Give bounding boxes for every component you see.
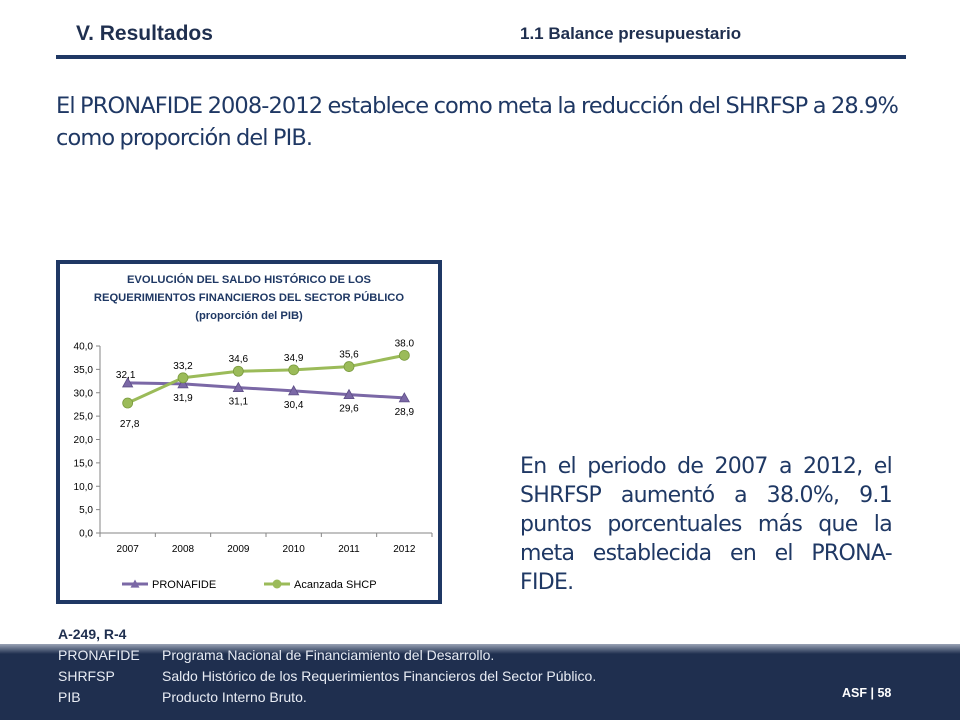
y-tick-label: 25,0 — [74, 412, 94, 423]
data-label: 30,4 — [284, 400, 304, 411]
y-tick-label: 35,0 — [74, 365, 94, 376]
data-point — [398, 349, 410, 361]
legend-label: PRONAFIDE — [152, 579, 216, 591]
glossary-definition: Producto Interno Bruto. — [162, 689, 307, 705]
data-label: 35,6 — [339, 350, 359, 361]
y-tick-label: 40,0 — [74, 342, 94, 353]
legend-swatch-marker — [130, 579, 140, 588]
data-label: 34,9 — [284, 353, 304, 364]
glossary-definition: Saldo Histórico de los Requerimientos Fi… — [162, 668, 597, 684]
y-tick-label: 0,0 — [79, 529, 93, 540]
glossary-entry: PIB Producto Interno Bruto. — [58, 689, 307, 705]
data-point — [343, 361, 355, 372]
audit-reference: A-249, R-4 — [58, 626, 127, 642]
glossary-abbr: SHRFSP — [58, 668, 115, 684]
footer-band — [0, 644, 960, 720]
data-label: 28,9 — [395, 407, 415, 418]
data-point — [177, 372, 189, 384]
glossary-definition: Programa Nacional de Financiamiento del … — [162, 647, 495, 663]
glossary-entry: SHRFSP Saldo Histórico de los Requerimien… — [58, 668, 596, 684]
data-label: 27,8 — [120, 419, 140, 430]
data-point — [122, 397, 134, 409]
x-tick-label: 2011 — [338, 544, 360, 555]
data-point — [288, 364, 300, 376]
data-label: 29,6 — [339, 404, 359, 415]
data-label: 31,9 — [173, 393, 193, 404]
data-point — [177, 378, 189, 389]
y-tick-label: 15,0 — [74, 458, 94, 469]
x-tick-label: 2010 — [283, 544, 306, 555]
data-point — [232, 365, 244, 377]
shrfsp-line-chart: EVOLUCIÓN DEL SALDO HISTÓRICO DE LOS REQ… — [74, 273, 433, 591]
chart-subtitle: (proporción del PIB) — [195, 310, 303, 322]
series-line — [127, 381, 405, 400]
data-point — [287, 385, 300, 396]
data-label: 32,1 — [116, 370, 136, 381]
data-label: 33,2 — [173, 361, 193, 372]
chart-title-line-2: REQUERIMIENTOS FINANCIEROS DEL SECTOR PÚ… — [94, 291, 404, 304]
data-point — [232, 381, 245, 393]
data-point — [398, 392, 411, 403]
legend-swatch-marker — [272, 579, 282, 589]
y-tick-label: 20,0 — [74, 435, 94, 446]
data-label: 38.0 — [395, 338, 415, 349]
intro-paragraph: El PRONAFIDE 2008-2012 establece como me… — [56, 93, 899, 151]
chart-title-line-1: EVOLUCIÓN DEL SALDO HISTÓRICO DE LOS — [127, 273, 372, 286]
y-tick-label: 5,0 — [79, 505, 93, 516]
x-tick-label: 2009 — [227, 544, 250, 555]
legend-label: Acanzada SHCP — [294, 579, 377, 591]
chart-frame: EVOLUCIÓN DEL SALDO HISTÓRICO DE LOS REQ… — [56, 260, 442, 604]
glossary-abbr: PIB — [58, 689, 81, 705]
data-label: 34,6 — [229, 354, 249, 365]
page-number: ASF | 58 — [842, 686, 892, 700]
x-tick-label: 2012 — [393, 544, 416, 555]
summary-paragraph: En el periodo de 2007 a 2012, el SHRFSP … — [520, 454, 893, 595]
y-tick-label: 10,0 — [74, 482, 94, 493]
x-tick-label: 2008 — [172, 544, 195, 555]
data-point — [343, 388, 355, 400]
y-tick-label: 30,0 — [74, 388, 94, 399]
x-tick-label: 2007 — [117, 544, 140, 555]
series-line — [127, 353, 405, 405]
data-point — [121, 377, 134, 388]
data-label: 31,1 — [229, 397, 249, 408]
section-title: V. Resultados — [76, 22, 213, 45]
subsection-title: 1.1 Balance presupuestario — [520, 24, 742, 43]
glossary-abbr: PRONAFIDE — [58, 647, 140, 663]
glossary-entry: PRONAFIDE Programa Nacional de Financiami… — [58, 647, 494, 663]
header-divider — [56, 55, 906, 59]
